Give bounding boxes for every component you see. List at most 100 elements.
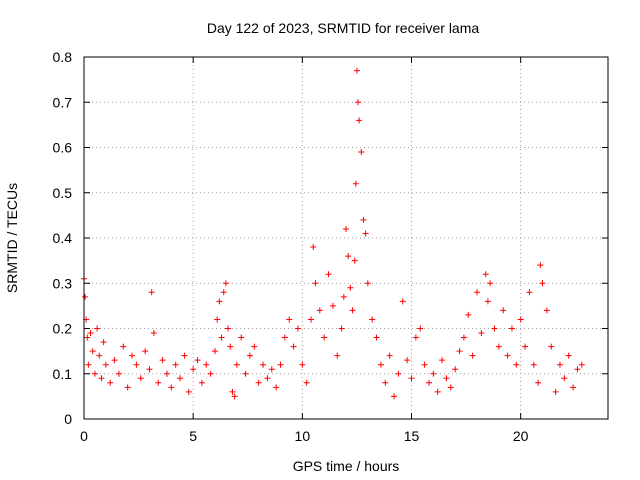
y-tick-label: 0.2 (53, 321, 73, 337)
y-tick-label: 0.7 (53, 94, 73, 110)
data-point (150, 330, 157, 337)
data-point (347, 284, 354, 291)
y-tick-label: 0.5 (53, 185, 73, 201)
data-point (325, 271, 332, 278)
data-point (281, 334, 288, 341)
y-tick-label: 0.4 (53, 230, 73, 246)
gridlines (84, 57, 608, 419)
data-point (84, 334, 91, 341)
data-point (277, 361, 284, 368)
data-point (508, 325, 515, 332)
x-tick-label: 0 (80, 428, 88, 444)
data-point (225, 325, 232, 332)
data-point (214, 316, 221, 323)
data-point (452, 366, 459, 373)
data-point (85, 361, 92, 368)
data-point (386, 352, 393, 359)
data-point (447, 384, 454, 391)
data-point (340, 293, 347, 300)
data-point (349, 307, 356, 314)
data-point (207, 370, 214, 377)
data-point (87, 330, 94, 337)
chart-title: Day 122 of 2023, SRMTID for receiver lam… (207, 20, 480, 36)
data-point (404, 357, 411, 364)
data-point (373, 334, 380, 341)
data-point (535, 379, 542, 386)
data-point (264, 375, 271, 382)
data-point (255, 379, 262, 386)
x-tick-label: 20 (513, 428, 529, 444)
x-tick-label: 5 (189, 428, 197, 444)
data-point (312, 280, 319, 287)
data-point (395, 370, 402, 377)
data-point (456, 348, 463, 355)
data-point (163, 370, 170, 377)
data-point (430, 370, 437, 377)
data-point (227, 343, 234, 350)
data-point (500, 307, 507, 314)
data-point (96, 352, 103, 359)
y-tick-label: 0.1 (53, 366, 73, 382)
data-point (565, 352, 572, 359)
data-point (543, 307, 550, 314)
data-point (474, 289, 480, 296)
data-point (194, 357, 201, 364)
data-point (159, 357, 166, 364)
data-point (537, 262, 544, 269)
data-point (358, 149, 365, 156)
data-point (362, 230, 369, 237)
data-point (203, 361, 210, 368)
axis-ticks: 0 0.1 0.2 0.3 0.4 0.5 0.6 0.7 0.8 0 5 10 15 20 (53, 49, 608, 444)
data-point (129, 352, 136, 359)
data-point (190, 366, 197, 373)
data-point (443, 375, 450, 382)
data-point (155, 379, 162, 386)
data-point (102, 361, 109, 368)
data-point (177, 375, 184, 382)
data-point (334, 352, 341, 359)
y-tick-label: 0.8 (53, 49, 73, 65)
data-point (246, 352, 253, 359)
data-point (377, 361, 384, 368)
data-point (181, 352, 188, 359)
data-point (552, 388, 559, 395)
data-point (303, 379, 310, 386)
data-point (310, 244, 317, 251)
data-point (148, 289, 155, 296)
data-point (89, 348, 96, 355)
data-point (356, 117, 363, 124)
data-point (412, 334, 419, 341)
data-point (526, 289, 533, 296)
data-point (382, 379, 389, 386)
data-point (260, 361, 267, 368)
data-points (81, 67, 585, 400)
y-axis-label: SRMTID / TECUs (4, 183, 20, 293)
data-point (120, 343, 127, 350)
data-point (82, 293, 89, 300)
data-point (124, 384, 131, 391)
data-point (539, 280, 546, 287)
data-point (251, 343, 258, 350)
x-tick-label: 15 (404, 428, 420, 444)
data-point (570, 384, 577, 391)
y-tick-label: 0.3 (53, 275, 73, 291)
data-point (345, 253, 352, 260)
data-point (548, 343, 555, 350)
y-tick-label: 0 (64, 411, 72, 427)
data-point (522, 343, 529, 350)
data-point (238, 334, 245, 341)
data-point (399, 298, 406, 305)
data-point (231, 393, 238, 400)
data-point (556, 361, 563, 368)
data-point (408, 375, 415, 382)
data-point (482, 271, 489, 278)
data-point (233, 361, 240, 368)
data-point (353, 67, 360, 74)
data-point (360, 216, 367, 223)
data-point (369, 316, 376, 323)
x-axis-label: GPS time / hours (293, 458, 400, 474)
data-point (172, 361, 179, 368)
data-point (115, 370, 122, 377)
data-point (491, 325, 498, 332)
